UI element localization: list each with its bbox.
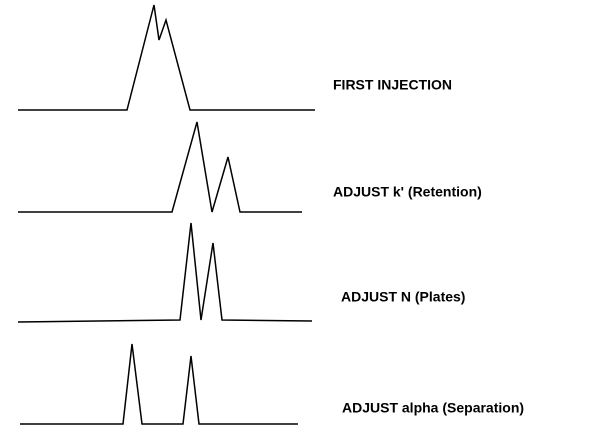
step-label: ADJUST alpha (Separation) (342, 400, 524, 416)
chromatogram-plates (17, 222, 313, 323)
chromatogram-separation (20, 343, 298, 425)
step-label: FIRST INJECTION (333, 77, 452, 93)
chromatogram-first (18, 4, 315, 111)
chromatogram-retention (18, 121, 302, 213)
step-label: ADJUST N (Plates) (341, 289, 465, 305)
step-label: ADJUST k' (Retention) (333, 184, 482, 200)
